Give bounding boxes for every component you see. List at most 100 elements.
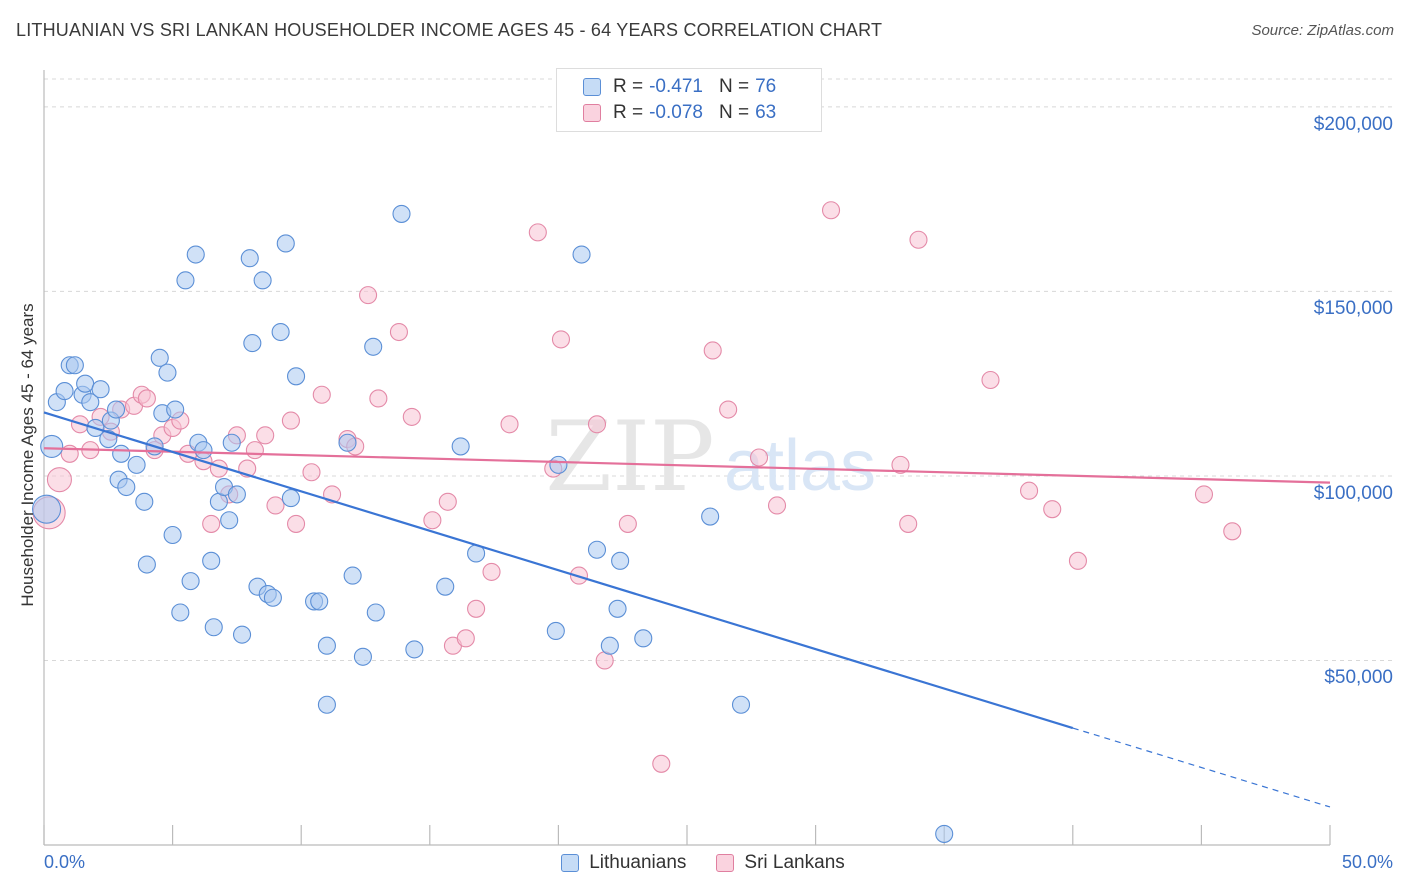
lithuanians-point xyxy=(549,455,568,474)
sri-lankans-point xyxy=(312,385,331,404)
sri-lankans-point xyxy=(245,441,264,460)
lithuanians-point xyxy=(287,367,306,386)
x-tick-label-max: 50.0% xyxy=(1341,852,1393,872)
lithuanians-point xyxy=(935,824,954,843)
lithuanians-point xyxy=(81,393,100,412)
lithuanians-point xyxy=(338,433,357,452)
legend-n-value: 63 xyxy=(755,102,777,123)
lithuanians-point xyxy=(176,271,195,290)
sri-lankans-trend-line xyxy=(43,447,1331,484)
lithuanians-point xyxy=(240,249,259,268)
lithuanians-point xyxy=(392,204,411,223)
sri-lankans-point xyxy=(266,496,285,515)
lithuanians-point xyxy=(112,444,131,463)
y-tick-label: $150,000 xyxy=(1313,298,1393,320)
sri-lankans-point xyxy=(703,341,722,360)
sri-lankans-point xyxy=(981,370,1000,390)
legend-r-label: R = xyxy=(613,102,644,123)
y-axis-label: Householder Income Ages 45 - 64 years xyxy=(18,303,37,607)
x-tick-label-min: 0.0% xyxy=(44,852,86,872)
lithuanians-point xyxy=(117,477,136,497)
lithuanians-point xyxy=(611,551,630,570)
lithuanians-point xyxy=(587,540,607,559)
axes xyxy=(43,70,1331,846)
lithuanians-point xyxy=(163,525,182,545)
sri-lankans-point xyxy=(652,754,671,773)
sri-lankans-point xyxy=(719,400,738,419)
lithuanians-point xyxy=(608,599,627,618)
y-tick-label: $50,000 xyxy=(1324,667,1393,689)
lithuanians-point xyxy=(701,507,720,526)
sri-lankans-point xyxy=(302,463,321,482)
series-swatch-pink xyxy=(716,854,735,872)
lithuanians-point xyxy=(317,695,336,714)
lithuanians-point xyxy=(106,400,126,419)
lithuanians-trend-line xyxy=(43,411,1074,730)
lithuanians-point xyxy=(253,271,272,290)
lithuanians-point xyxy=(572,245,591,264)
legend-r-value: -0.078 xyxy=(649,102,703,123)
sri-lankans-point xyxy=(256,426,275,445)
sri-lankans-point xyxy=(369,389,388,408)
lithuanians-point xyxy=(166,400,185,419)
sri-lankans-point xyxy=(281,411,300,430)
lithuanians-point xyxy=(127,455,146,474)
sri-lankans-point xyxy=(456,629,475,648)
lithuanians-point xyxy=(186,245,205,264)
sri-lankans-point xyxy=(749,448,769,467)
lithuanians-point xyxy=(634,629,653,648)
lithuanians-point xyxy=(405,640,424,659)
lithuanians-point xyxy=(731,695,751,714)
sri-lankans-point xyxy=(551,330,571,349)
lithuanians-point xyxy=(171,603,190,622)
lithuanians-point xyxy=(222,433,241,452)
sri-lankans-point xyxy=(438,492,457,511)
series-legend-lithuanians: Lithuanians xyxy=(561,852,686,874)
sri-lankans-point xyxy=(1068,551,1087,570)
lithuanians-point xyxy=(181,572,200,591)
lithuanians-point xyxy=(436,577,455,596)
lithuanians-point xyxy=(150,348,169,367)
legend-n-label: N = xyxy=(718,76,750,97)
chart-title: LITHUANIAN VS SRI LANKAN HOUSEHOLDER INC… xyxy=(16,20,883,40)
sri-lankans-point xyxy=(1043,500,1062,519)
sri-lankans-point xyxy=(202,514,221,533)
series-legend-label: Sri Lankans xyxy=(744,852,845,873)
trend-lines xyxy=(43,411,1331,808)
lithuanians-point xyxy=(91,380,110,399)
lithuanians-points xyxy=(32,204,954,843)
sri-lankans-point xyxy=(389,322,408,342)
sri-lankans-point xyxy=(402,407,421,426)
lithuanians-point xyxy=(99,429,118,449)
sri-lankans-point xyxy=(1020,481,1039,500)
sri-lankans-point xyxy=(899,514,918,533)
sri-lankans-point xyxy=(891,455,910,474)
lithuanians-point xyxy=(76,374,95,393)
lithuanians-point xyxy=(194,441,213,460)
sri-lankans-point xyxy=(359,286,378,305)
lithuanians-point xyxy=(276,234,295,253)
lithuanians-point xyxy=(55,382,74,401)
series-legend-label: Lithuanians xyxy=(589,852,687,873)
legend-row-sri-lankans: R = -0.078 N = 63 xyxy=(583,100,782,126)
source-note: Source: ZipAtlas.com xyxy=(1251,22,1394,39)
legend-n-value: 76 xyxy=(755,76,777,97)
lithuanians-point xyxy=(366,603,385,622)
y-tick-label: $200,000 xyxy=(1313,113,1393,135)
sri-lankans-point xyxy=(500,415,519,434)
lithuanians-point xyxy=(65,356,84,375)
lithuanians-point xyxy=(271,322,290,342)
sri-lankans-point xyxy=(587,415,607,434)
lithuanians-point xyxy=(158,363,177,382)
lithuanians-point xyxy=(243,334,262,353)
lithuanians-point xyxy=(137,555,156,574)
lithuanians-point xyxy=(546,621,565,641)
correlation-legend: R = -0.471 N = 76 R = -0.078 N = 63 xyxy=(556,68,822,132)
sri-lankans-point xyxy=(767,496,787,515)
lithuanians-trend-extension xyxy=(1072,727,1331,808)
sri-lankans-point xyxy=(618,514,637,533)
legend-row-lithuanians: R = -0.471 N = 76 xyxy=(583,74,782,100)
lithuanians-point xyxy=(600,636,619,655)
sri-lankans-point xyxy=(482,562,501,581)
